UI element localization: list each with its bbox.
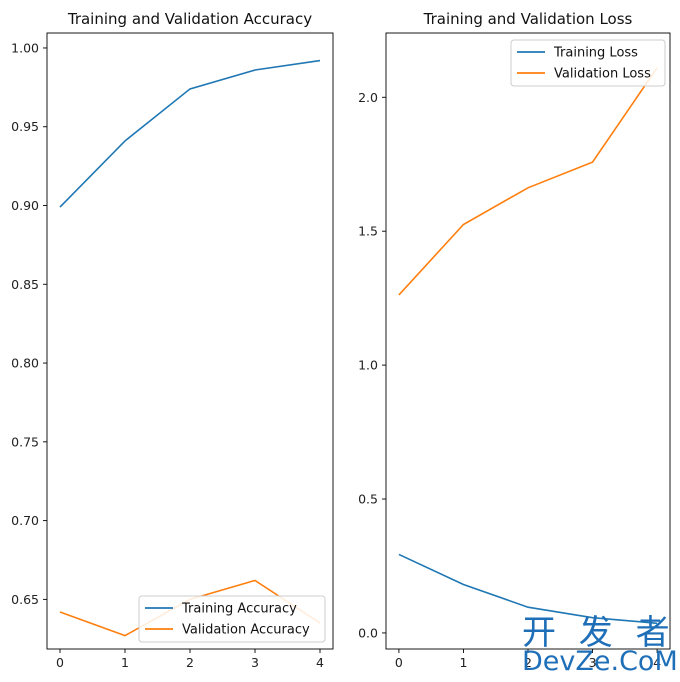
chart-title: Training and Validation Loss <box>423 10 633 28</box>
accuracy-chart: Training and Validation Accuracy 0 1 2 3 4 0.6… <box>11 10 334 670</box>
axes-frame <box>46 32 334 650</box>
x-tick-label: 2 <box>186 655 194 670</box>
y-tick-label: 1.00 <box>11 40 39 55</box>
x-tick-label: 4 <box>653 655 661 670</box>
y-tick-label: 0.90 <box>11 198 39 213</box>
watermark-en: DevZe.CoM <box>522 646 678 677</box>
y-tick-label: 0.85 <box>11 277 39 292</box>
x-tick-label: 3 <box>251 655 259 670</box>
x-tick-label: 4 <box>316 655 324 670</box>
series-line-loss-validation <box>398 67 658 296</box>
y-tick-label: 0.65 <box>11 592 39 607</box>
y-tick-label: 0.70 <box>11 513 39 528</box>
x-tick-label: 1 <box>459 655 467 670</box>
y-tick-label: 0.95 <box>11 119 39 134</box>
legend-label: Training Loss <box>553 46 638 61</box>
legend: Training Accuracy Validation Accuracy <box>138 595 326 643</box>
legend: Training Loss Validation Loss <box>510 39 666 87</box>
watermark-cn: 开 发 者 <box>522 613 676 653</box>
axes-frame <box>385 32 671 650</box>
y-tick-label: 2.0 <box>358 90 378 105</box>
legend-label: Validation Accuracy <box>182 623 310 638</box>
watermark: 开 发 者 DevZe.CoM <box>522 613 678 677</box>
series-line-accuracy-training <box>59 59 321 208</box>
loss-chart: Training and Validation Loss 0 1 2 3 4 0.0 0.5 1… <box>358 10 671 670</box>
y-tick-label: 0.5 <box>358 492 378 507</box>
y-tick-label: 0.0 <box>358 625 378 640</box>
x-tick-label: 1 <box>121 655 129 670</box>
y-tick-label: 1.0 <box>358 358 378 373</box>
legend-label: Validation Loss <box>554 67 651 82</box>
x-tick-label: 0 <box>56 655 64 670</box>
series-line-loss-training <box>398 553 658 625</box>
legend-label: Training Accuracy <box>181 602 297 617</box>
x-tick-label: 0 <box>395 655 403 670</box>
x-tick-label: 2 <box>524 655 532 670</box>
chart-title: Training and Validation Accuracy <box>67 10 312 28</box>
y-tick-label: 0.75 <box>11 434 39 449</box>
legend-box <box>510 39 666 87</box>
y-tick-label: 0.80 <box>11 356 39 371</box>
legend-box <box>138 595 326 643</box>
y-tick-label: 1.5 <box>358 224 378 239</box>
x-tick-label: 3 <box>589 655 597 670</box>
